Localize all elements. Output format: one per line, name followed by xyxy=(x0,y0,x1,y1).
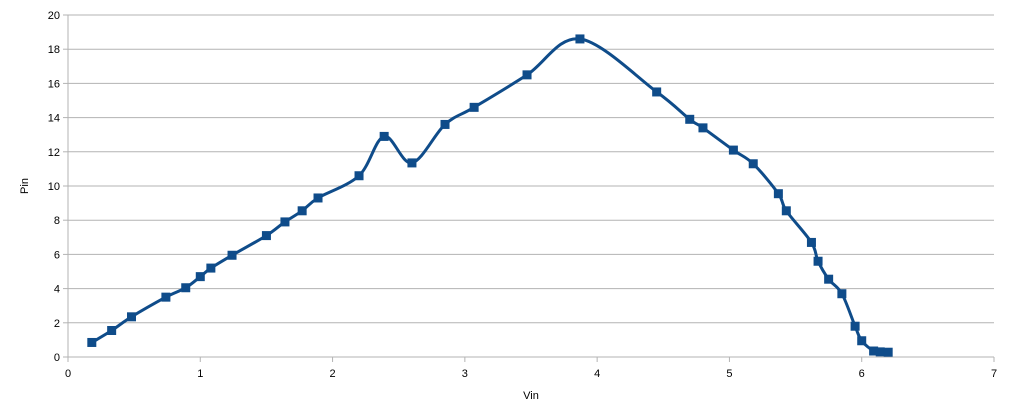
data-point xyxy=(806,237,816,247)
data-point xyxy=(354,171,364,181)
data-point xyxy=(781,206,791,216)
data-point xyxy=(407,158,417,168)
data-point xyxy=(227,250,237,260)
x-axis-title: Vin xyxy=(523,390,539,402)
y-tick-label: 10 xyxy=(48,181,60,193)
x-tick-label: 1 xyxy=(197,368,203,380)
x-tick-label: 2 xyxy=(330,368,336,380)
y-tick-label: 14 xyxy=(48,113,60,125)
data-point xyxy=(379,131,389,141)
y-tick-label: 8 xyxy=(54,215,60,227)
data-point xyxy=(850,321,860,331)
data-point xyxy=(869,346,879,356)
data-point xyxy=(748,159,758,169)
data-point xyxy=(522,70,532,80)
y-tick-label: 20 xyxy=(48,10,60,22)
data-point xyxy=(126,312,136,322)
data-point xyxy=(837,289,847,299)
y-tick-label: 2 xyxy=(54,318,60,330)
axes xyxy=(63,14,995,362)
x-tick-label: 6 xyxy=(859,368,865,380)
y-tick-label: 6 xyxy=(54,249,60,261)
data-point xyxy=(824,274,834,284)
data-point xyxy=(698,123,708,133)
data-point xyxy=(195,272,205,282)
data-point xyxy=(261,231,271,241)
data-point xyxy=(440,119,450,129)
data-point xyxy=(107,325,117,335)
data-markers xyxy=(87,34,893,357)
y-tick-label: 18 xyxy=(48,44,60,56)
data-point xyxy=(87,337,97,347)
data-point xyxy=(575,34,585,44)
x-tick-label: 3 xyxy=(462,368,468,380)
data-point xyxy=(685,114,695,124)
data-point xyxy=(469,102,479,112)
x-tick-label: 0 xyxy=(65,368,71,380)
data-point xyxy=(161,292,171,302)
data-point xyxy=(875,347,885,357)
data-point xyxy=(857,336,867,346)
data-point xyxy=(883,347,893,357)
x-tick-label: 7 xyxy=(991,368,997,380)
y-tick-label: 0 xyxy=(54,352,60,364)
y-tick-label: 4 xyxy=(54,284,60,296)
x-tick-label: 5 xyxy=(726,368,732,380)
series-line xyxy=(91,37,889,354)
data-point xyxy=(728,145,738,155)
y-tick-label: 16 xyxy=(48,78,60,90)
data-point xyxy=(297,206,307,216)
data-point xyxy=(652,87,662,97)
gridlines xyxy=(68,14,994,324)
data-point xyxy=(181,283,191,293)
x-tick-label: 4 xyxy=(594,368,600,380)
data-point xyxy=(313,193,323,203)
data-point xyxy=(206,263,216,273)
y-tick-label: 12 xyxy=(48,147,60,159)
data-point xyxy=(773,189,783,199)
data-point xyxy=(280,217,290,227)
data-point xyxy=(813,256,823,266)
y-axis-title: Pin xyxy=(19,178,31,194)
